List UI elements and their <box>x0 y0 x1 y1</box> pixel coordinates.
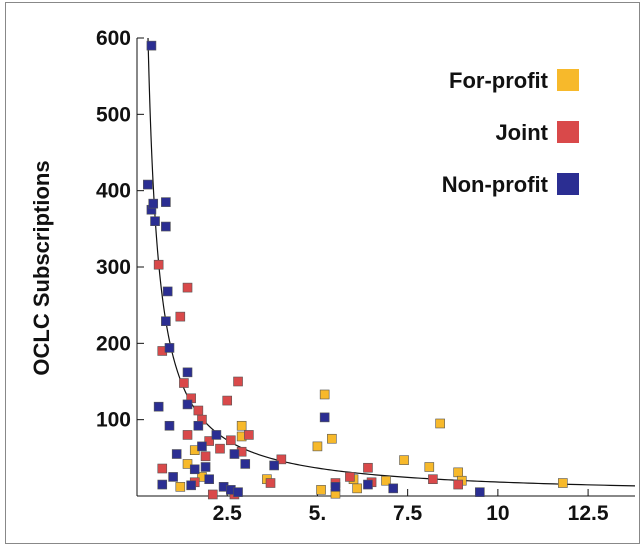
point-non-profit <box>475 487 485 497</box>
point-joint <box>200 451 211 462</box>
point-non-profit <box>193 420 204 431</box>
data-points <box>143 40 568 500</box>
point-joint <box>276 454 287 465</box>
y-tick-label: 400 <box>96 180 131 203</box>
legend-label-joint: Joint <box>495 120 548 145</box>
point-non-profit <box>211 430 222 440</box>
legend-swatch-non-profit <box>557 173 579 195</box>
y-tick-label: 300 <box>96 256 131 279</box>
y-tick-label: 100 <box>96 409 131 432</box>
point-non-profit <box>200 462 211 472</box>
point-non-profit <box>229 449 240 459</box>
legend-label-non-profit: Non-profit <box>442 172 549 197</box>
point-non-profit <box>161 197 171 207</box>
point-non-profit <box>363 479 373 490</box>
y-tick-label: 500 <box>96 103 131 126</box>
point-joint <box>182 430 193 440</box>
point-non-profit <box>148 198 159 209</box>
y-tick-label: 600 <box>96 27 131 50</box>
point-non-profit <box>161 221 171 232</box>
point-non-profit <box>162 286 173 297</box>
point-joint <box>244 430 254 440</box>
point-non-profit <box>164 420 175 431</box>
point-for-profit <box>182 459 193 469</box>
point-for-profit <box>316 485 326 495</box>
point-non-profit <box>161 316 171 327</box>
point-non-profit <box>143 179 153 190</box>
point-joint <box>175 311 186 322</box>
point-joint <box>215 443 225 454</box>
point-non-profit <box>186 480 196 491</box>
y-tick-label: 200 <box>96 332 131 355</box>
point-joint <box>345 472 355 482</box>
point-non-profit <box>146 40 157 51</box>
point-for-profit <box>381 475 391 486</box>
point-non-profit <box>168 472 178 482</box>
point-joint <box>222 395 233 406</box>
point-non-profit <box>157 479 168 490</box>
x-tick-label: 12.5 <box>568 502 609 525</box>
fit-curve <box>147 37 636 487</box>
point-non-profit <box>388 483 399 494</box>
point-non-profit <box>150 216 160 226</box>
point-joint <box>233 376 243 387</box>
point-for-profit <box>558 478 568 488</box>
point-joint <box>157 463 168 474</box>
axes <box>136 38 635 497</box>
legend-label-for-profit: For-profit <box>449 68 549 93</box>
point-for-profit <box>399 455 409 465</box>
point-non-profit <box>182 399 193 410</box>
x-tick-label: 5. <box>309 502 327 525</box>
x-tick-label: 2.5 <box>213 502 243 525</box>
point-for-profit <box>312 441 323 452</box>
point-joint <box>453 479 463 490</box>
point-non-profit <box>240 459 251 469</box>
point-non-profit <box>204 474 214 485</box>
point-non-profit <box>269 460 279 471</box>
point-for-profit <box>236 420 247 431</box>
point-for-profit <box>435 418 445 429</box>
point-joint <box>193 405 204 416</box>
point-non-profit <box>197 441 207 452</box>
point-non-profit <box>153 401 164 412</box>
point-non-profit <box>330 482 341 492</box>
point-joint <box>153 259 164 270</box>
point-for-profit <box>327 433 337 444</box>
legend-swatch-for-profit <box>557 69 579 91</box>
point-joint <box>204 436 214 446</box>
y-axis-title: OCLC Subscriptions <box>29 160 54 375</box>
point-non-profit <box>233 487 243 497</box>
point-for-profit <box>319 389 330 400</box>
point-non-profit <box>164 343 175 353</box>
point-joint <box>207 489 218 500</box>
chart-frame <box>5 2 640 544</box>
point-for-profit <box>352 483 362 494</box>
legend-swatch-joint <box>557 121 579 143</box>
point-joint <box>182 282 193 293</box>
point-for-profit <box>424 462 435 472</box>
point-for-profit <box>175 482 186 492</box>
ticks: 2.5 5. 7.5 10 12.5 100 200 300 400 500 600 <box>96 27 609 525</box>
point-non-profit <box>319 412 330 423</box>
x-tick-label: 7.5 <box>393 502 423 525</box>
legend: For-profit Joint Non-profit <box>442 68 579 197</box>
point-joint <box>265 478 276 488</box>
point-non-profit <box>189 464 200 475</box>
point-joint <box>428 474 438 485</box>
x-tick-label: 10 <box>486 502 509 525</box>
point-non-profit <box>171 449 182 459</box>
point-non-profit <box>182 367 193 378</box>
point-for-profit <box>453 467 463 478</box>
point-joint <box>363 462 373 473</box>
point-joint <box>226 435 236 446</box>
point-joint <box>179 378 189 388</box>
